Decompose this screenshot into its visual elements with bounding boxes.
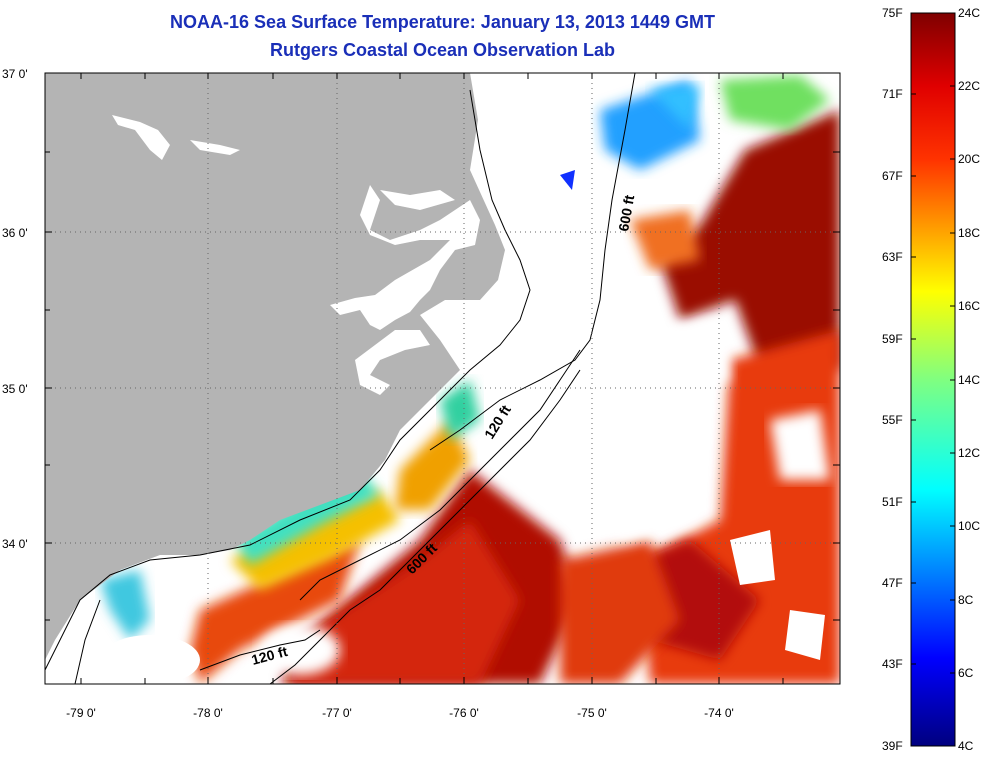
- colorbar-c-label: 8C: [958, 593, 974, 607]
- lon-tick-label: -78 0': [193, 706, 223, 720]
- colorbar-f-label: 59F: [882, 332, 903, 346]
- lat-tick-label: 35 0': [2, 382, 28, 396]
- lon-tick-label: -74 0': [704, 706, 734, 720]
- colorbar-c-label: 14C: [958, 373, 981, 387]
- colorbar-f-label: 71F: [882, 87, 903, 101]
- coastline: [45, 89, 531, 671]
- colorbar-c-label: 10C: [958, 519, 981, 533]
- colorbar-f-label: 55F: [882, 413, 903, 427]
- colorbar-c-label: 4C: [958, 739, 974, 753]
- colorbar-c-label: 12C: [958, 446, 981, 460]
- colorbar-f-label: 43F: [882, 657, 903, 671]
- plot-frame: [44, 72, 841, 685]
- contours: [45, 73, 636, 684]
- colorbar-c-label: 20C: [958, 152, 981, 166]
- lon-tick-label: -75 0': [577, 706, 607, 720]
- colorbar-c-label: 6C: [958, 666, 974, 680]
- contour-lower-600: [269, 369, 581, 684]
- colorbar-f-label: 75F: [882, 6, 903, 20]
- colorbar-f-label: 39F: [882, 739, 903, 753]
- colorbar-c-label: 18C: [958, 226, 981, 240]
- map-title: NOAA-16 Sea Surface Temperature: January…: [170, 12, 715, 32]
- land-mass: [45, 73, 505, 660]
- lat-tick-label: 37 0': [2, 67, 28, 81]
- colorbar: [910, 12, 956, 747]
- lat-tick-label: 36 0': [2, 226, 28, 240]
- colorbar-f-label: 67F: [882, 169, 903, 183]
- colorbar-f-label: 51F: [882, 495, 903, 509]
- contour-upper-600: [429, 73, 636, 451]
- colorbar-f-label: 63F: [882, 250, 903, 264]
- lon-tick-label: -79 0': [66, 706, 96, 720]
- frame-ticks: [45, 72, 840, 684]
- colorbar-c-label: 22C: [958, 79, 981, 93]
- colorbar-f-label: 47F: [882, 576, 903, 590]
- contour-lower-120: [74, 599, 101, 684]
- colorbar-c-label: 16C: [958, 299, 981, 313]
- colorbar-c-label: 24C: [958, 6, 981, 20]
- lon-tick-label: -76 0': [449, 706, 479, 720]
- grid: [45, 73, 840, 684]
- lon-tick-label: -77 0': [322, 706, 352, 720]
- contour-label-upper-600: 600 ft: [615, 193, 637, 232]
- map-subtitle: Rutgers Coastal Ocean Observation Lab: [269, 40, 616, 60]
- contour-mid: [299, 349, 581, 601]
- contour-120-bottom: [199, 629, 321, 671]
- colorbar-ticks: [911, 85, 955, 674]
- lat-tick-label: 34 0': [2, 537, 28, 551]
